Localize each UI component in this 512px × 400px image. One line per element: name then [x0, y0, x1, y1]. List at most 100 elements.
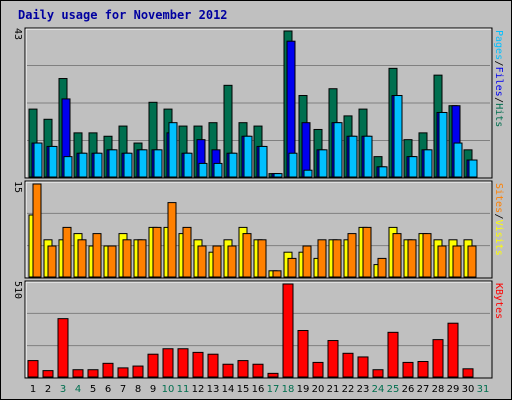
kbytes-bar	[462, 368, 474, 378]
sites-bar	[287, 257, 297, 278]
pages-bar	[213, 162, 223, 178]
kbytes-bar	[42, 370, 54, 378]
sites-bar	[227, 245, 237, 278]
kbytes-bar	[447, 322, 459, 378]
y-max-label-hits: 43	[12, 28, 23, 40]
pages-bar	[333, 122, 343, 178]
day-label: 19	[297, 384, 310, 395]
pages-bar	[153, 149, 163, 178]
pages-bar	[63, 156, 73, 178]
kbytes-bar	[327, 340, 339, 378]
pages-bar	[303, 169, 313, 178]
day-label: 3	[60, 384, 66, 395]
sites-bar	[392, 233, 402, 278]
kbytes-bar	[402, 361, 414, 378]
day-label: 12	[192, 384, 205, 395]
sites-bar	[47, 245, 57, 278]
kbytes-bar	[117, 367, 129, 378]
sites-bar	[437, 245, 447, 278]
legend-kbytes: KBytes	[493, 283, 504, 319]
sites-bar	[62, 226, 72, 278]
pages-bar	[198, 162, 208, 178]
pages-bar	[348, 135, 358, 178]
sites-bar	[422, 233, 432, 278]
day-label: 23	[357, 384, 370, 395]
day-label: 15	[237, 384, 250, 395]
day-label: 8	[135, 384, 141, 395]
pages-bar	[138, 149, 148, 178]
sites-bar	[347, 233, 357, 278]
sites-bar	[137, 239, 147, 278]
day-label: 1	[30, 384, 36, 395]
kbytes-bar	[267, 372, 279, 378]
kbytes-bar	[282, 283, 294, 378]
pages-bar	[378, 166, 388, 178]
sites-bar	[407, 239, 417, 278]
day-label: 21	[327, 384, 340, 395]
day-label: 30	[462, 384, 475, 395]
kbytes-bar	[147, 353, 159, 378]
sites-bar	[332, 239, 342, 278]
legend-separator: /	[493, 61, 504, 67]
legend-files: Files	[493, 67, 504, 97]
day-label: 10	[162, 384, 175, 395]
kbytes-bar	[87, 369, 99, 378]
sites-bar	[452, 245, 462, 278]
kbytes-bar	[342, 352, 354, 378]
sites-bar	[212, 245, 222, 278]
day-label: 28	[432, 384, 445, 395]
sites-bar	[122, 239, 132, 278]
pages-bar	[168, 122, 178, 178]
day-label: 27	[417, 384, 430, 395]
sites-bar	[242, 233, 252, 278]
pages-bar	[228, 152, 238, 178]
day-label: 24	[372, 384, 385, 395]
legend-separator: /	[493, 97, 504, 103]
panel-border	[24, 280, 493, 379]
kbytes-bar	[102, 362, 114, 378]
sites-bar	[272, 270, 282, 278]
pages-bar	[288, 152, 298, 178]
day-label: 29	[447, 384, 460, 395]
kbytes-bar	[417, 361, 429, 378]
sites-bar	[92, 233, 102, 278]
y-max-label-visits: 15	[12, 181, 23, 193]
legend-pages: Pages	[493, 30, 504, 60]
kbytes-bar	[237, 360, 249, 378]
pages-bar	[33, 142, 43, 178]
day-label: 25	[387, 384, 400, 395]
day-label: 2	[45, 384, 51, 395]
pages-bar	[273, 173, 283, 178]
pages-bar	[363, 135, 373, 178]
kbytes-bar	[297, 330, 309, 378]
pages-bar	[453, 142, 463, 178]
chart-title: Daily usage for November 2012	[18, 8, 228, 22]
sites-bar	[257, 239, 267, 278]
kbytes-bar	[222, 363, 234, 378]
legend-kbytes: KBytes	[493, 283, 504, 319]
kbytes-bar	[57, 318, 69, 378]
pages-bar	[183, 152, 193, 178]
day-label: 6	[105, 384, 111, 395]
pages-bar	[48, 145, 58, 178]
sites-bar	[317, 239, 327, 278]
legend-visits: Visits	[493, 220, 504, 256]
pages-bar	[78, 152, 88, 178]
day-label: 7	[120, 384, 126, 395]
sites-bar	[77, 239, 87, 278]
kbytes-bar	[207, 353, 219, 378]
files-bar	[301, 122, 311, 178]
kbytes-bar	[357, 356, 369, 378]
kbytes-bar	[162, 348, 174, 378]
day-label: 22	[342, 384, 355, 395]
kbytes-bar	[192, 351, 204, 378]
day-label: 4	[75, 384, 81, 395]
pages-bar	[318, 149, 328, 178]
kbytes-bar	[252, 363, 264, 378]
day-label: 16	[252, 384, 265, 395]
day-label: 13	[207, 384, 220, 395]
day-label: 31	[477, 384, 490, 395]
pages-bar	[468, 159, 478, 178]
sites-bar	[197, 245, 207, 278]
